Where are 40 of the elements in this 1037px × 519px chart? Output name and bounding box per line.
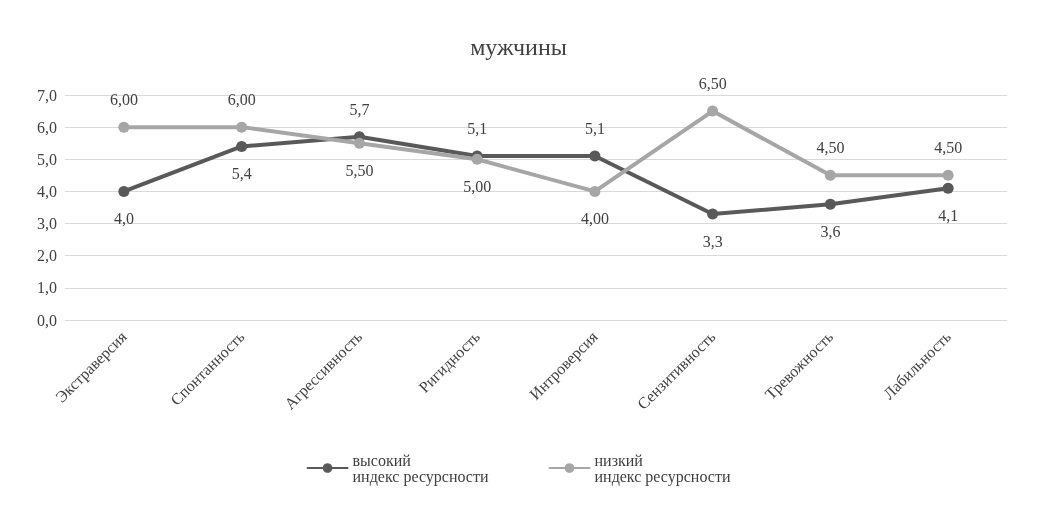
data-label: 4,00: [580, 210, 609, 228]
data-label: 5,7: [349, 100, 370, 118]
point: [236, 140, 248, 152]
point: [824, 169, 836, 181]
y-tick-label: 2,0: [37, 247, 57, 265]
data-label: 6,00: [109, 91, 138, 109]
point: [236, 121, 248, 133]
point: [353, 137, 365, 149]
point: [942, 169, 954, 181]
data-label: 6,00: [227, 91, 256, 109]
data-label: 4,0: [113, 210, 134, 228]
point: [824, 198, 836, 210]
y-tick-label: 1,0: [37, 279, 57, 297]
chart-title: мужчины: [470, 34, 567, 60]
y-tick-label: 3,0: [37, 215, 57, 233]
point: [118, 121, 130, 133]
point: [707, 105, 719, 117]
point: [707, 208, 719, 220]
data-label: 3,3: [702, 232, 723, 250]
data-label: 5,00: [463, 178, 492, 196]
y-tick-label: 4,0: [37, 182, 57, 200]
point: [118, 185, 130, 197]
y-tick-label: 7,0: [37, 86, 57, 104]
legend-label: высокий индекс ресурсности: [352, 451, 489, 486]
data-label: 3,6: [820, 223, 841, 241]
data-label: 5,1: [584, 120, 605, 138]
data-label: 4,50: [816, 139, 845, 157]
data-label: 5,1: [467, 120, 488, 138]
y-tick-label: 0,0: [37, 311, 57, 329]
data-label: 4,1: [938, 207, 959, 225]
y-tick-label: 6,0: [37, 118, 57, 136]
point: [589, 185, 601, 197]
point: [589, 150, 601, 162]
y-tick-label: 5,0: [37, 150, 57, 168]
data-label: 4,50: [934, 139, 963, 157]
legend-label: низкий индекс ресурсности: [594, 451, 731, 486]
data-label: 5,4: [231, 165, 252, 183]
data-label: 6,50: [698, 75, 727, 93]
data-label: 5,50: [345, 162, 374, 180]
point: [942, 182, 954, 194]
